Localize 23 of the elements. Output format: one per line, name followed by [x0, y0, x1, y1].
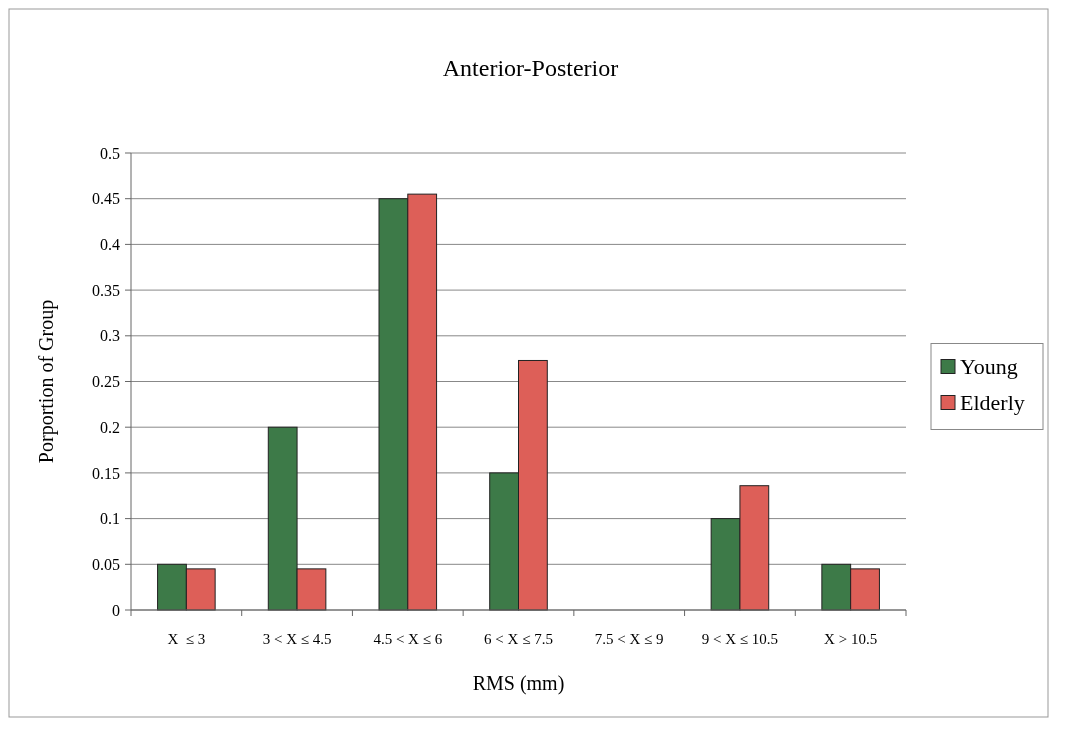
x-tick-label: X ≤ 3 [167, 631, 206, 647]
x-tick-label: 7.5 < X ≤ 9 [594, 631, 664, 647]
x-tick-label: 6 < X ≤ 7.5 [484, 631, 553, 647]
legend-label: Elderly [960, 389, 1025, 415]
x-tick-label: 9 < X ≤ 10.5 [701, 631, 779, 647]
y-tick-label: 0.1 [100, 510, 120, 528]
y-tick-label: 0.35 [92, 281, 120, 299]
legend-label: Young [960, 353, 1018, 379]
y-tick-label: 0.45 [92, 190, 120, 208]
x-tick-label: X > 10.5 [824, 631, 878, 647]
y-tick-label: 0.5 [100, 144, 120, 162]
y-tick-label: 0.05 [92, 555, 120, 573]
y-tick-label: 0.25 [92, 373, 120, 391]
y-tick-label: 0.3 [100, 327, 120, 345]
y-tick-label: 0 [112, 601, 120, 619]
y-axis-title: Porportion of Group [35, 299, 58, 464]
y-tick-label: 0.4 [100, 236, 120, 253]
x-axis-title: RMS (mm) [472, 672, 565, 695]
y-tick-label: 0.2 [100, 418, 120, 436]
y-tick-label: 0.15 [92, 464, 120, 482]
chart-title: Anterior-Posterior [442, 55, 619, 81]
x-tick-label: 4.5 < X ≤ 6 [373, 631, 443, 647]
x-tick-label: 3 < X ≤ 4.5 [262, 631, 332, 647]
